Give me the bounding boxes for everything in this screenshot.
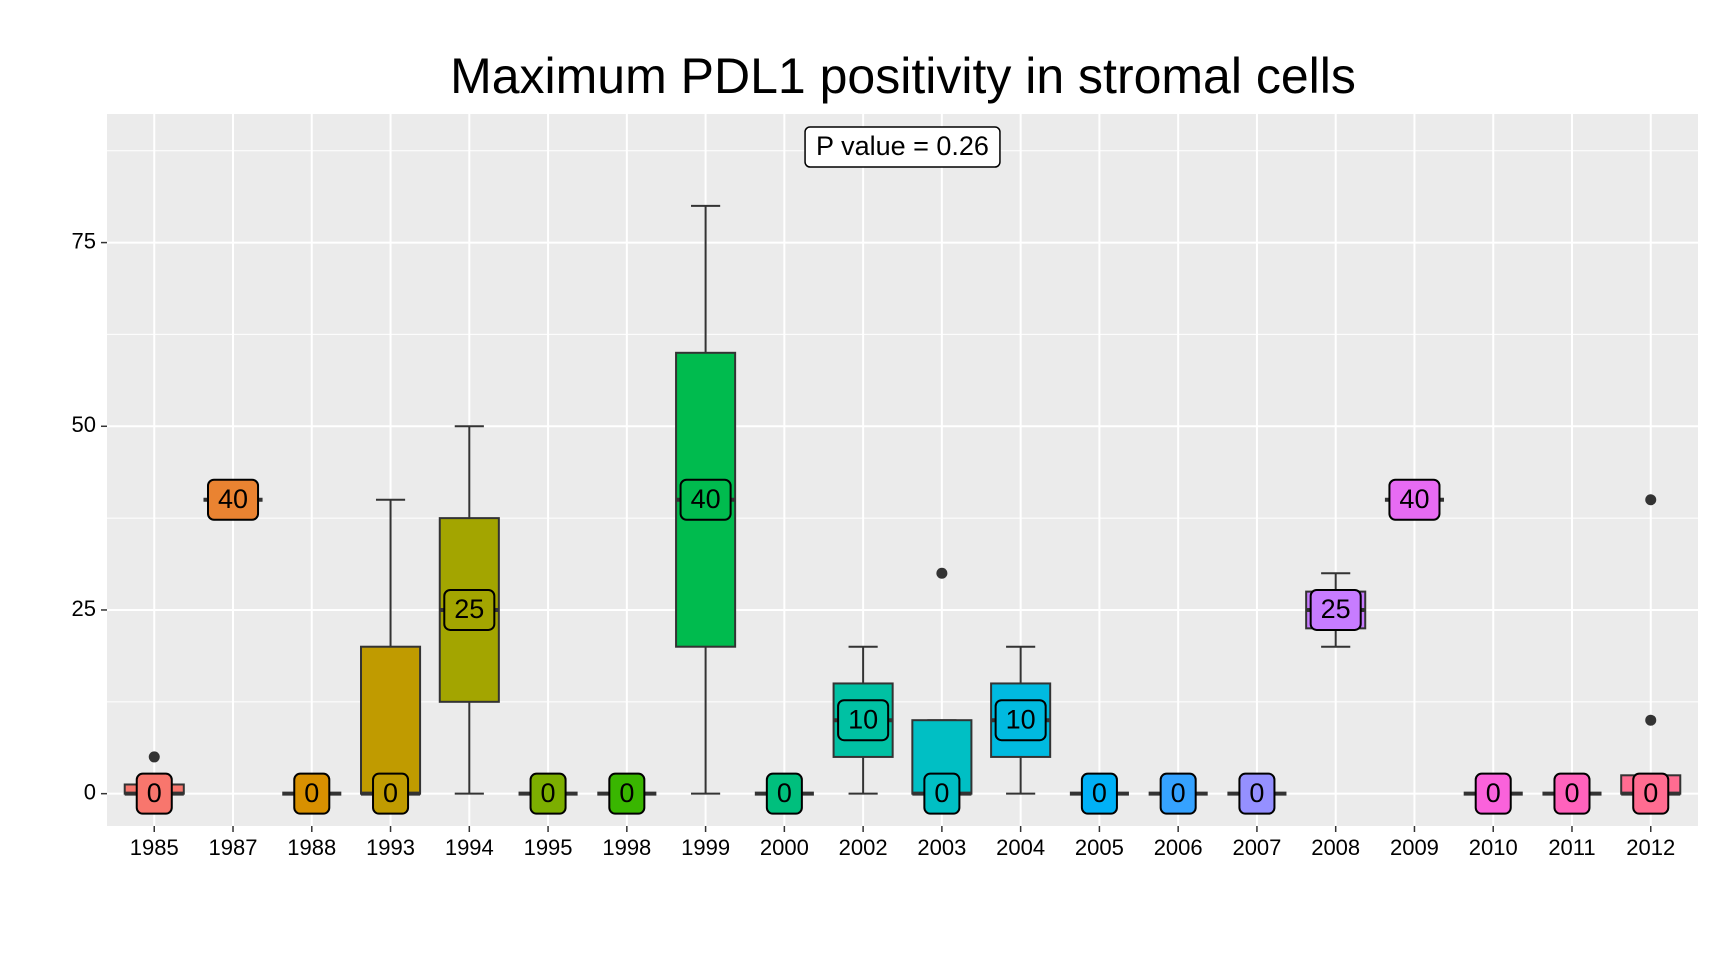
x-tick-label: 1988	[287, 835, 336, 860]
median-label: 0	[1249, 778, 1264, 808]
chart-title: Maximum PDL1 positivity in stromal cells	[450, 48, 1356, 104]
median-label: 0	[1486, 778, 1501, 808]
annotation-box	[804, 126, 1001, 168]
median-label: 0	[619, 778, 634, 808]
x-tick-label: 2004	[996, 835, 1045, 860]
median-label-box	[837, 699, 890, 742]
annotation: P value = 0.26	[816, 131, 989, 161]
median-label: 0	[1643, 778, 1658, 808]
y-tick-label: 50	[72, 412, 96, 437]
outlier	[936, 567, 948, 579]
median-label: 40	[1399, 484, 1429, 514]
median-label: 25	[1321, 594, 1351, 624]
x-tick-label: 1998	[602, 835, 651, 860]
median-label-box	[206, 478, 260, 521]
box	[360, 645, 422, 795]
median-label-box	[765, 772, 803, 815]
median-label: 10	[1006, 704, 1036, 734]
median-label-box	[1388, 478, 1441, 521]
x-tick-label: 1999	[681, 835, 730, 860]
median-label: 0	[777, 778, 792, 808]
median-label-box	[1159, 772, 1197, 815]
x-tick-label: 2002	[839, 835, 888, 860]
x-tick-label: 2011	[1548, 835, 1595, 860]
median-label-box	[1080, 772, 1118, 815]
x-tick-label: 1987	[209, 835, 258, 860]
x-tick-label: 2007	[1232, 835, 1281, 860]
median-label: 0	[1171, 778, 1186, 808]
median-label-box	[1474, 772, 1512, 815]
median-label: 0	[934, 778, 949, 808]
median-label: 40	[691, 484, 721, 514]
x-tick-label: 1994	[445, 835, 494, 860]
median-label-box	[1553, 772, 1591, 815]
x-tick-label: 2005	[1075, 835, 1124, 860]
x-tick-label: 2006	[1154, 835, 1203, 860]
median-label-box	[994, 699, 1047, 742]
median-label-box	[443, 588, 496, 631]
x-tick-label: 2009	[1390, 835, 1439, 860]
x-tick-label: 2012	[1626, 835, 1675, 860]
median-label-box	[608, 772, 646, 815]
x-tick-label: 1985	[130, 835, 179, 860]
x-tick-label: 2003	[917, 835, 966, 860]
median-label: 0	[541, 778, 556, 808]
x-tick-label: 2008	[1311, 835, 1360, 860]
outlier	[1645, 714, 1657, 726]
y-tick-label: 25	[72, 596, 96, 621]
median-label-box	[1632, 772, 1670, 815]
median-label-box	[679, 478, 732, 521]
median-label: 0	[304, 778, 319, 808]
median-label-box	[372, 772, 410, 815]
median-label-box	[1238, 772, 1276, 815]
outlier	[1645, 494, 1657, 506]
median-label-box	[529, 772, 567, 815]
y-tick-label: 75	[72, 228, 96, 253]
x-tick-label: 2010	[1469, 835, 1518, 860]
median-label: 25	[454, 594, 484, 624]
median-label: 0	[147, 778, 162, 808]
median-label: 40	[218, 484, 248, 514]
x-tick-label: 2000	[760, 835, 809, 860]
median-label: 0	[1564, 778, 1579, 808]
x-tick-label: 1993	[366, 835, 415, 860]
median-label-box	[923, 772, 961, 815]
outlier	[148, 751, 160, 763]
panel	[107, 114, 1698, 826]
y-tick-label: 0	[84, 779, 96, 804]
median-label: 0	[1092, 778, 1107, 808]
median-label: 0	[383, 778, 398, 808]
x-tick-label: 1995	[524, 835, 573, 860]
median-label-box	[293, 772, 331, 815]
median-label-box	[135, 772, 173, 815]
median-label: 10	[848, 704, 878, 734]
median-label-box	[1309, 588, 1362, 631]
